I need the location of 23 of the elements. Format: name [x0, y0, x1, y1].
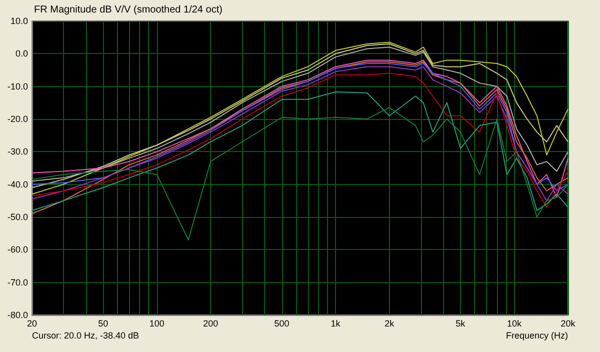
y-tick-label: -70.0	[7, 277, 28, 288]
x-axis-title: Frequency (Hz)	[506, 330, 568, 340]
x-tick-label: 20	[26, 318, 38, 328]
x-tick-label: 5k	[456, 318, 466, 328]
y-tick-label: -80.0	[7, 310, 28, 320]
x-tick-label: 200	[203, 318, 218, 328]
x-tick-label: 2k	[384, 318, 395, 328]
x-tick-label: 100	[149, 318, 164, 328]
y-tick-label: -50.0	[7, 212, 28, 222]
x-tick-label: 50	[98, 318, 108, 328]
y-tick-label: -40.0	[7, 179, 28, 190]
x-tick-label: 1k	[330, 318, 341, 328]
y-tick-label: -30.0	[7, 146, 28, 157]
y-tick-label: 10.0	[10, 16, 28, 26]
x-tick-label: 20k	[560, 318, 576, 328]
y-tick-label: -60.0	[7, 244, 28, 255]
chart-title: FR Magnitude dB V/V (smoothed 1/24 oct)	[34, 4, 222, 16]
y-tick-label: 0.0	[15, 48, 28, 59]
y-tick-label: -10.0	[7, 81, 28, 92]
x-tick-label: 500	[274, 318, 290, 328]
y-tick-label: -20.0	[7, 114, 28, 124]
text: Cursor: 20.0 Hz, -38.40 dB	[32, 330, 140, 340]
x-tick-label: 10k	[506, 318, 522, 328]
